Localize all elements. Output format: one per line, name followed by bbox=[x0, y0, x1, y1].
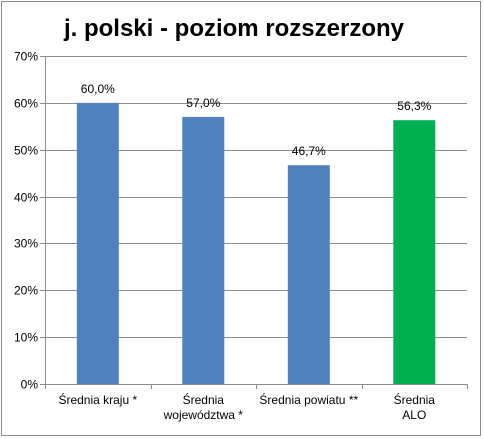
y-tick-label: 50% bbox=[14, 144, 38, 158]
bar bbox=[393, 120, 436, 384]
y-tick-label: 40% bbox=[14, 191, 38, 205]
data-label: 60,0% bbox=[81, 82, 115, 96]
data-label: 46,7% bbox=[292, 144, 326, 158]
y-tick-label: 60% bbox=[14, 97, 38, 111]
labels: 0% 10% 20% 30% 40% 50% 60% 70% 60,0% Średnia kraj… bbox=[14, 50, 435, 423]
x-category-label: Średnia powiatu ** bbox=[259, 392, 358, 407]
x-category-label: Średnia kraju * bbox=[58, 392, 137, 407]
x-category-label: Średnia województwa * bbox=[163, 392, 244, 422]
bar bbox=[182, 116, 225, 385]
chart-title: j. polski - poziom rozszerzony bbox=[63, 15, 405, 42]
y-tick-label: 70% bbox=[14, 50, 38, 64]
y-tick-label: 0% bbox=[21, 378, 39, 392]
bar bbox=[76, 102, 119, 385]
y-tick-label: 10% bbox=[14, 331, 38, 345]
data-label: 56,3% bbox=[397, 99, 431, 113]
bars bbox=[76, 102, 436, 385]
x-category-label: Średnia ALO bbox=[394, 392, 436, 422]
y-tick-label: 20% bbox=[14, 284, 38, 298]
data-label: 57,0% bbox=[186, 96, 220, 110]
bar bbox=[287, 165, 330, 384]
axes bbox=[40, 56, 468, 389]
y-tick-label: 30% bbox=[14, 237, 38, 251]
